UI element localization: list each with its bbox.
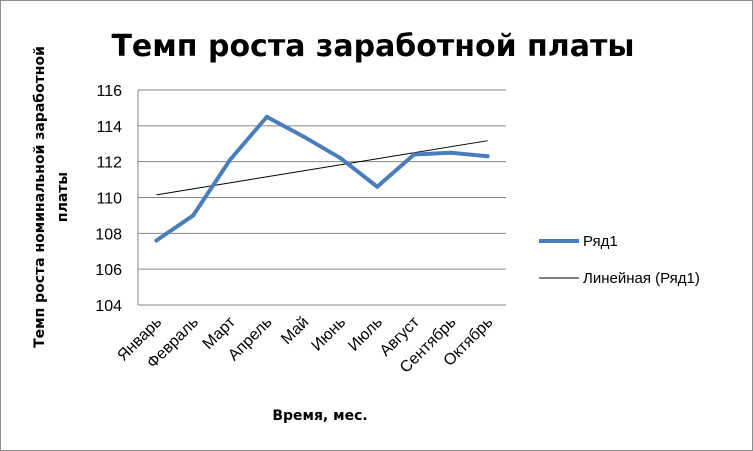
legend: Ряд1 Линейная (Ряд1) [539, 233, 700, 287]
x-axis-title: Время, мес. [272, 408, 367, 424]
y-tick-labels: 104 106 108 110 112 114 116 [95, 83, 122, 315]
legend-label-series-1: Ряд1 [583, 233, 618, 250]
x-tick-label: Июнь [308, 314, 349, 355]
y-axis-title-line-2: платы [55, 172, 71, 222]
series-layer [154, 114, 490, 243]
y-tick-label: 112 [96, 155, 122, 172]
y-tick-label: 104 [95, 298, 122, 315]
series-line-ryad1 [154, 114, 490, 243]
data-point [375, 184, 380, 189]
chart-title: Темп роста заработной платы [111, 29, 634, 64]
data-point [191, 213, 196, 218]
y-tick-label: 116 [96, 83, 122, 100]
x-tick-label: Май [278, 314, 312, 348]
data-point [338, 156, 343, 161]
y-tick-label: 108 [95, 226, 122, 243]
data-point [228, 157, 232, 162]
y-axis-title-line-1: Темп роста номинальной заработной [32, 46, 48, 348]
y-axis-title-group: Темп роста номинальной заработной платы [32, 46, 71, 348]
y-tick-label: 106 [95, 262, 122, 279]
legend-label-trendline: Линейная (Ряд1) [583, 270, 700, 287]
data-point [301, 134, 306, 139]
y-tick-label: 114 [96, 119, 122, 136]
data-point [485, 154, 490, 159]
grid-lines [138, 89, 506, 270]
data-point [154, 238, 159, 243]
y-tick-label: 110 [96, 191, 122, 208]
data-point [264, 114, 269, 119]
data-point [448, 150, 453, 155]
data-point [412, 152, 416, 157]
